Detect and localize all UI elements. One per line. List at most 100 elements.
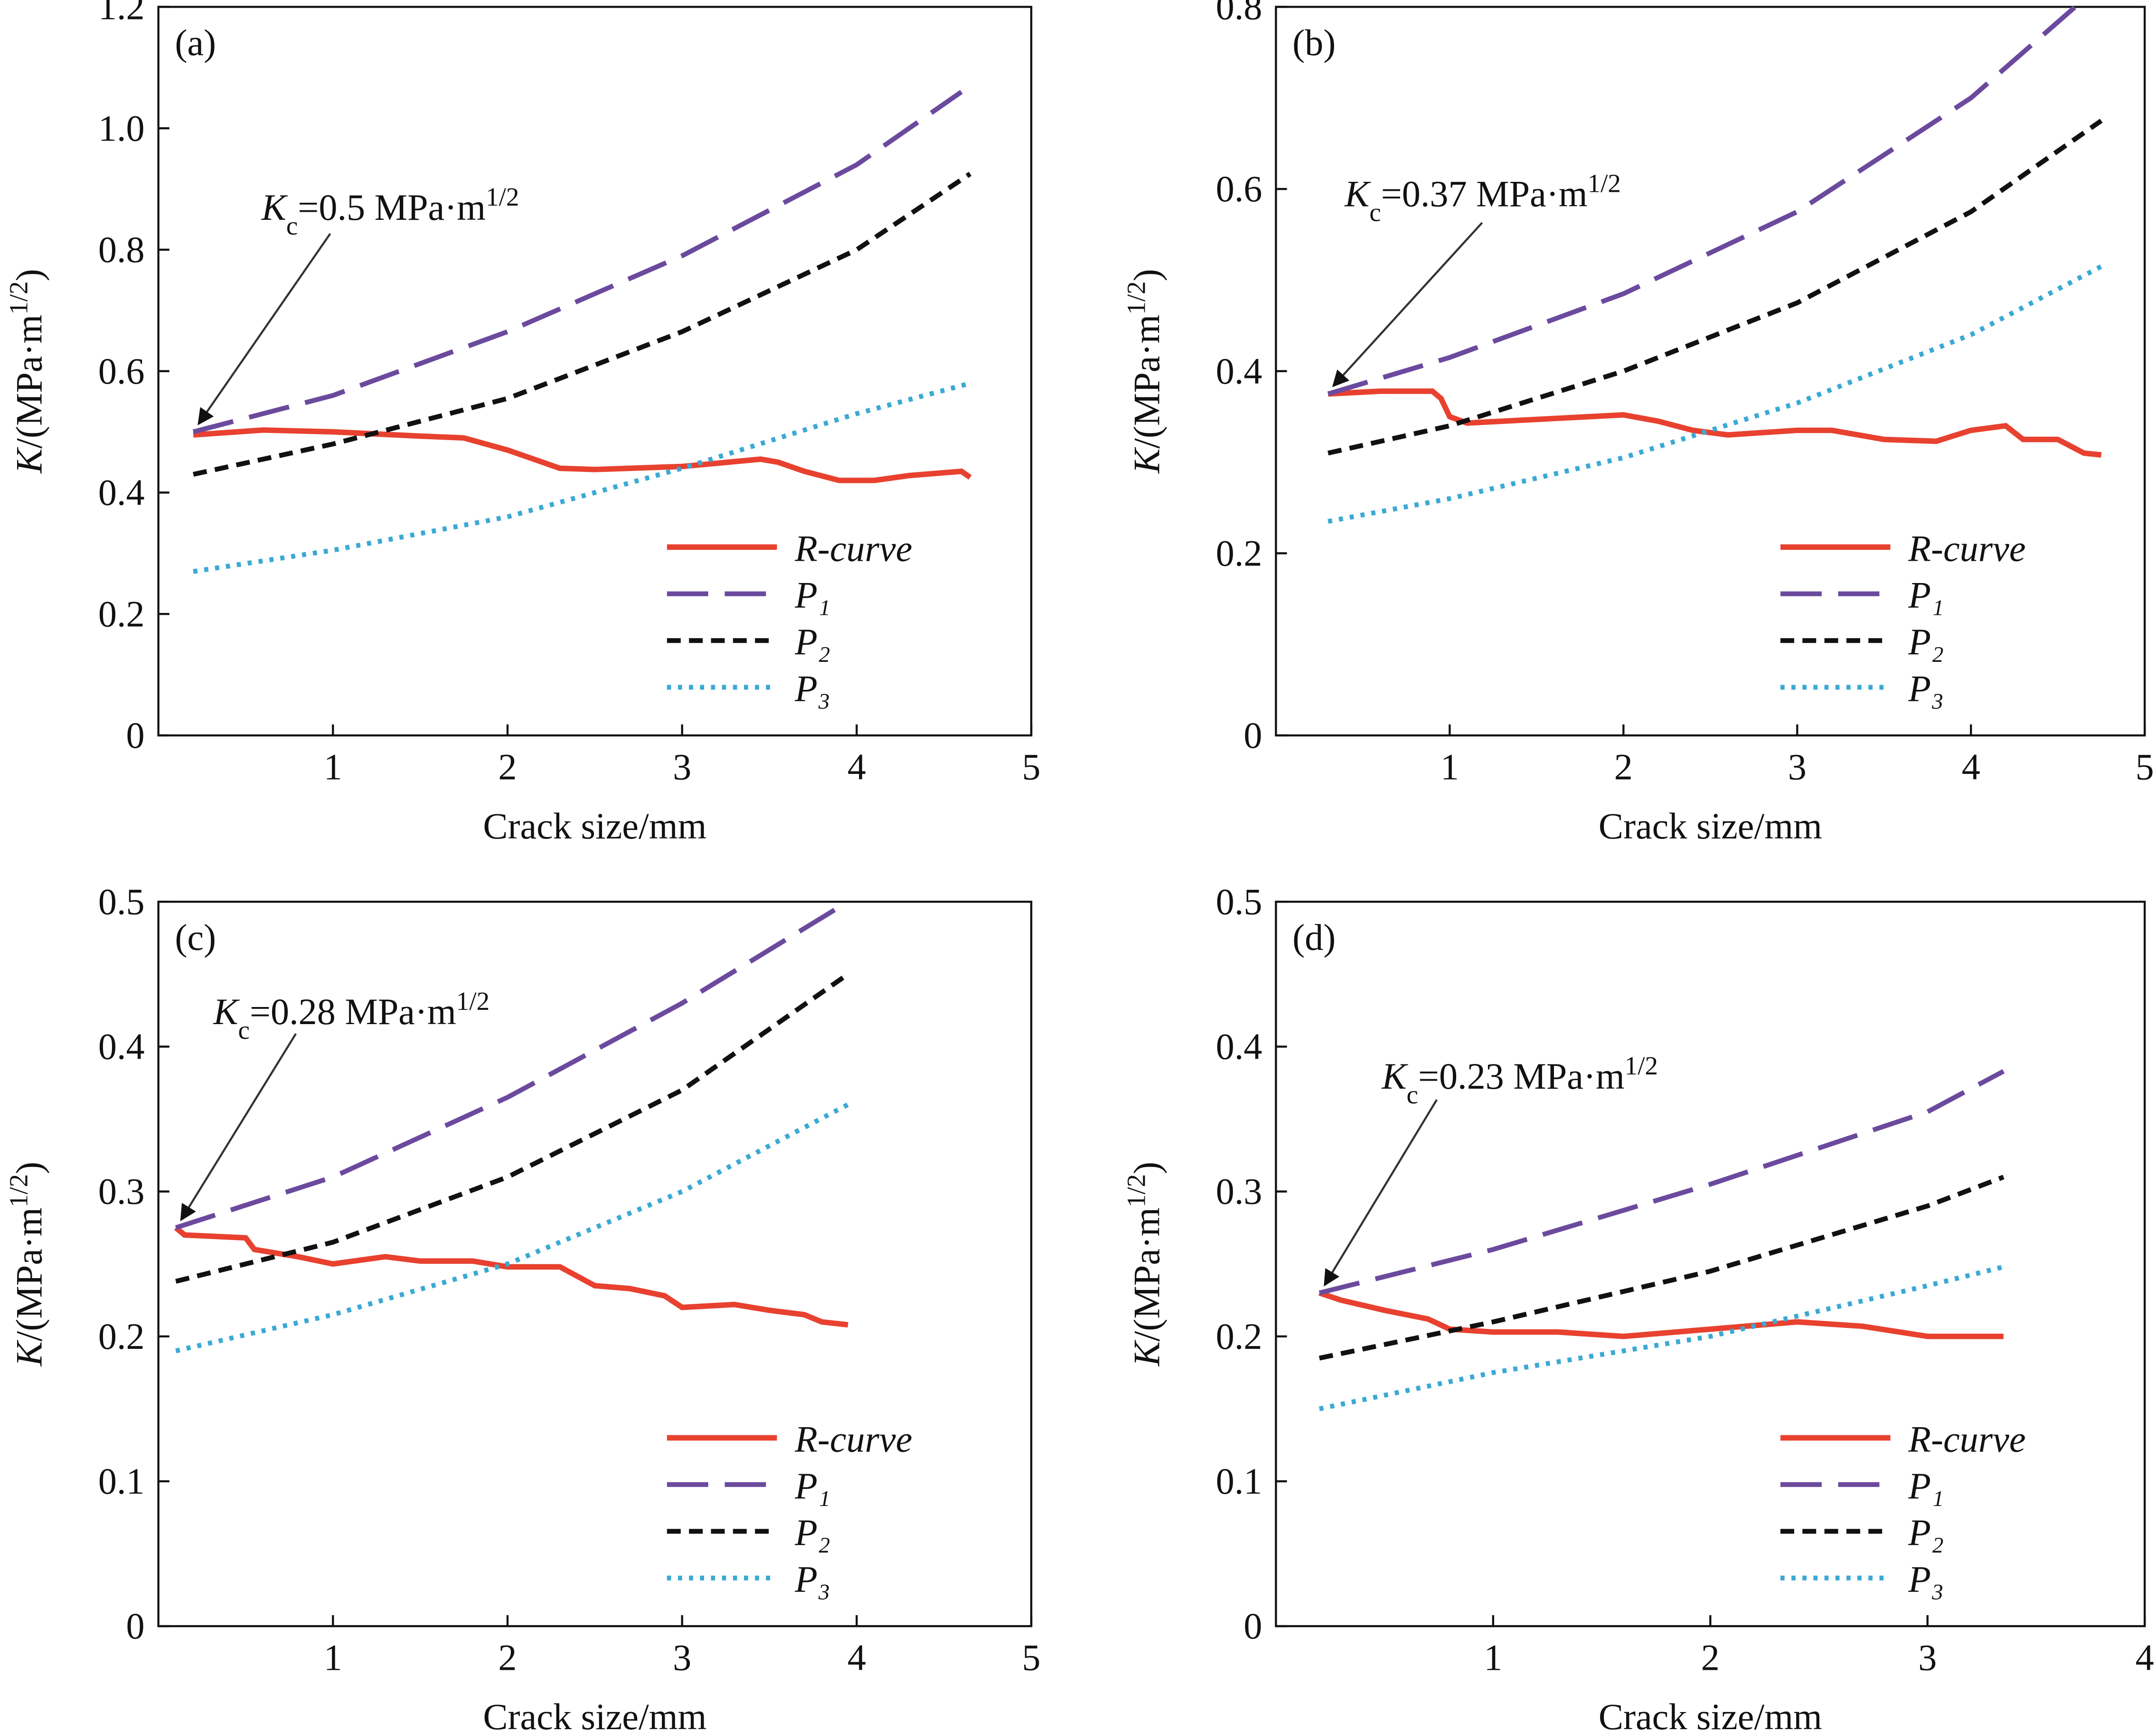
annotation-arrow: [180, 1033, 297, 1222]
y-tick-label: 0.6: [1216, 168, 1262, 209]
annotation-part: K: [261, 187, 288, 228]
y-tick-label: 0.1: [98, 1460, 145, 1502]
legend-label: P₂: [1908, 1512, 1944, 1553]
y-tick-label: 0.2: [98, 1316, 145, 1357]
panel-label: (a): [175, 22, 216, 63]
y-axis-label: K/(MPa·m1/2): [4, 269, 50, 474]
x-tick-label: 4: [847, 746, 866, 788]
y-tick-label: 0.5: [98, 881, 145, 922]
y-label-part: ): [8, 1162, 49, 1174]
y-label-part: 1/2: [1121, 281, 1150, 314]
y-tick-label: 0.4: [1216, 1026, 1262, 1067]
y-label-part: K: [1126, 1340, 1167, 1367]
x-axis-label: Crack size/mm: [483, 805, 706, 847]
annotation: Kc=0.28 MPa·m1/2: [213, 986, 490, 1044]
panel-label: (d): [1292, 917, 1336, 958]
series-line: [1327, 5, 2077, 396]
annotation-part: c: [1369, 198, 1381, 226]
series-line: [192, 90, 963, 434]
annotation: Kc=0.37 MPa·m1/2: [1344, 169, 1621, 226]
legend-label: P₂: [794, 1512, 830, 1553]
series-line: [1318, 1264, 2005, 1412]
series-line: [1318, 1069, 2005, 1296]
x-tick-label: 4: [2136, 1637, 2154, 1678]
plot-frame: [157, 6, 1033, 737]
y-tick-label: 0.2: [98, 593, 145, 634]
legend-label: R-curve: [794, 1418, 912, 1459]
annotation-part: 1/2: [1588, 169, 1621, 198]
y-axis-label: K/(MPa·m1/2): [1121, 269, 1167, 474]
y-label-part: K: [1126, 447, 1167, 474]
plot-frame: [157, 901, 1033, 1628]
x-tick-label: 1: [1484, 1637, 1502, 1678]
legend-label: R-curve: [1908, 527, 2025, 569]
y-label-part: ): [1126, 1162, 1167, 1174]
legend-label: P₃: [1908, 1559, 1944, 1600]
y-label-part: /(MPa·m: [8, 315, 49, 449]
y-tick-label: 0.2: [1216, 1316, 1262, 1357]
annotation-part: =0.37 MPa·m: [1381, 173, 1588, 214]
y-tick-label: 0: [126, 1605, 145, 1647]
legend-label: P₁: [1908, 574, 1944, 616]
series-line: [193, 427, 972, 483]
x-tick-label: 2: [498, 746, 517, 788]
y-tick-label: 0.8: [98, 229, 145, 270]
panel-label: (b): [1292, 22, 1336, 63]
series-line: [175, 1102, 849, 1354]
legend-label: P₁: [1908, 1465, 1944, 1506]
x-tick-label: 2: [1614, 746, 1633, 788]
y-tick-label: 0.4: [98, 472, 145, 513]
annotation-part: c: [1406, 1080, 1418, 1109]
y-tick-label: 0.4: [1216, 350, 1262, 392]
y-tick-label: 0.3: [1216, 1171, 1262, 1212]
y-label-part: /(MPa·m: [1126, 315, 1167, 449]
x-tick-label: 2: [1701, 1637, 1720, 1678]
y-tick-label: 0.8: [1216, 0, 1262, 28]
legend-label: R-curve: [794, 527, 912, 569]
legend-label: P₂: [794, 621, 830, 662]
y-tick-label: 0.2: [1216, 532, 1262, 574]
y-tick-label: 1.2: [98, 0, 145, 28]
x-tick-label: 5: [1022, 1637, 1041, 1678]
y-tick-label: 0.5: [1216, 881, 1262, 922]
y-tick-label: 0: [1243, 1605, 1262, 1647]
annotation-part: c: [286, 211, 298, 240]
y-label-part: /(MPa·m: [8, 1207, 49, 1341]
y-label-part: 1/2: [4, 1174, 33, 1207]
y-label-part: K: [8, 447, 49, 474]
annotation: Kc=0.5 MPa·m1/2: [261, 182, 519, 240]
y-axis-label: K/(MPa·m1/2): [4, 1162, 50, 1367]
series-line: [193, 171, 972, 477]
y-tick-label: 1.0: [98, 107, 145, 149]
x-axis-label: Crack size/mm: [483, 1696, 706, 1732]
annotation-part: c: [238, 1015, 250, 1044]
y-tick-label: 0: [126, 715, 145, 756]
annotation-part: =0.28 MPa·m: [250, 991, 456, 1032]
legend-label: P₃: [794, 1559, 830, 1600]
x-tick-label: 1: [324, 1637, 342, 1678]
y-label-part: ): [8, 269, 49, 281]
y-tick-label: 0.4: [98, 1026, 145, 1067]
plot-frame: [1275, 901, 2146, 1628]
x-tick-label: 3: [1918, 1637, 1937, 1678]
annotation-part: 1/2: [456, 986, 490, 1015]
annotation: Kc=0.23 MPa·m1/2: [1381, 1051, 1658, 1109]
annotation-arrow: [198, 233, 331, 425]
annotation-part: K: [1344, 173, 1371, 214]
legend-label: P₃: [1908, 668, 1944, 709]
series-line: [1327, 388, 2102, 458]
y-tick-label: 0: [1243, 715, 1262, 756]
x-axis-label: Crack size/mm: [1599, 805, 1822, 847]
series-line: [1327, 264, 2103, 524]
annotation-part: 1/2: [1625, 1051, 1658, 1080]
x-axis-label: Crack size/mm: [1599, 1696, 1822, 1732]
y-label-part: 1/2: [1121, 1174, 1150, 1207]
annotation-part: K: [213, 991, 240, 1032]
series-line: [193, 381, 971, 574]
series-line: [1327, 119, 2103, 456]
